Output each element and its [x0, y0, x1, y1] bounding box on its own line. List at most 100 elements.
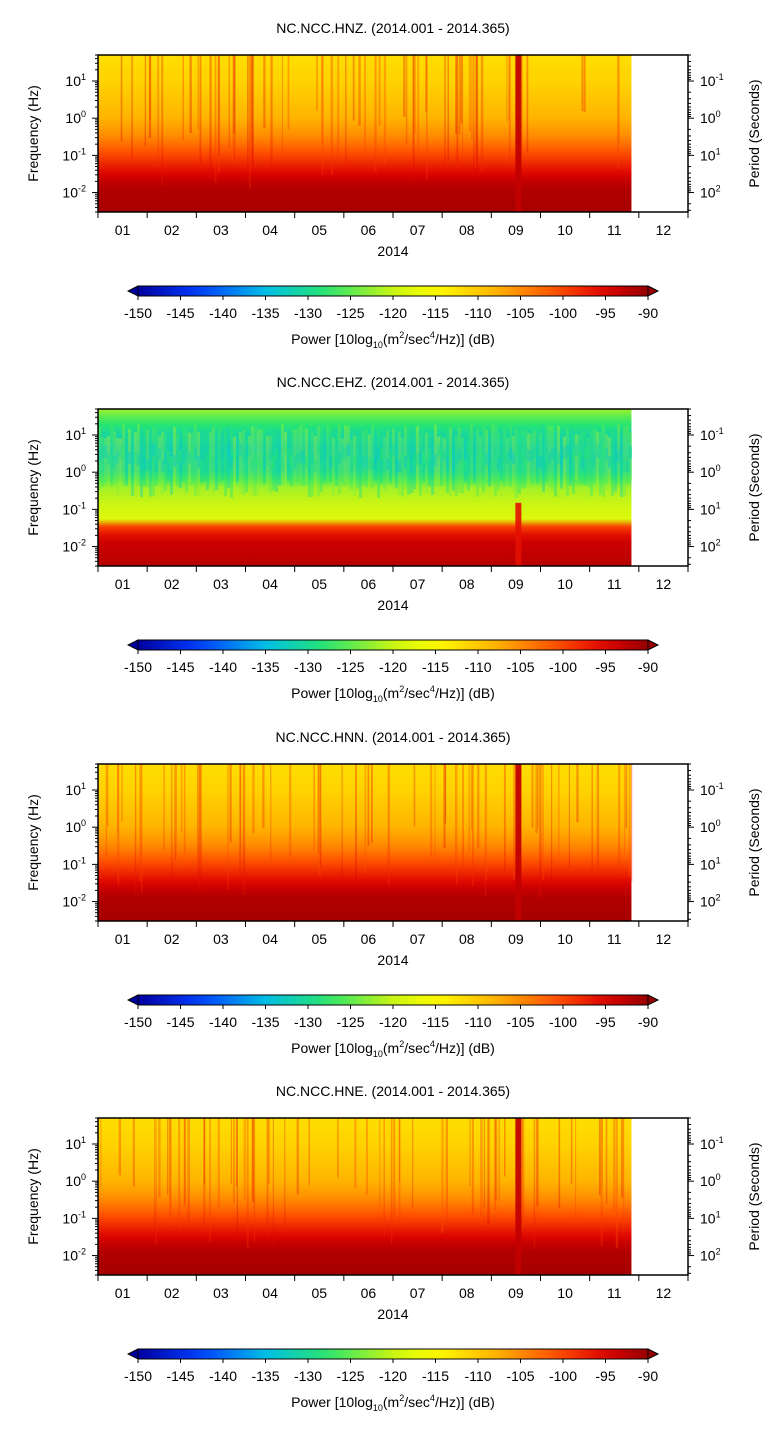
heatmap-texture — [188, 451, 191, 464]
x-tick-label: 08 — [459, 222, 475, 238]
colorbar-tick-label: -125 — [336, 1368, 364, 1384]
heatmap-texture — [467, 429, 470, 491]
tick-base: 10 — [65, 464, 81, 480]
colorbar-tick-label: -150 — [124, 659, 152, 675]
colorbar-label-part: 4 — [430, 1393, 435, 1403]
y2-tick-label: 101 — [700, 855, 721, 872]
heatmap-texture — [398, 1118, 401, 1182]
heatmap-texture — [242, 764, 246, 895]
x-tick-label: 06 — [361, 576, 377, 592]
x-tick-label: 12 — [656, 222, 672, 238]
tick-base: 10 — [62, 185, 78, 201]
spectrogram-heatmap — [98, 1118, 632, 1275]
y2-tick-label: 10-1 — [700, 781, 724, 798]
tick-exponent: -1 — [78, 1209, 86, 1219]
colorbar-tick-label: -140 — [209, 1368, 237, 1384]
colorbar-label-part: /Hz)] (dB) — [435, 685, 495, 701]
heatmap-texture — [413, 764, 416, 827]
heatmap-texture — [230, 454, 233, 467]
heatmap-texture — [248, 445, 251, 458]
colorbar-label-part: 10 — [373, 340, 383, 350]
x-axis: 01 02 03 04 05 06 07 08 09 10 11 12 2014 — [97, 566, 689, 613]
colorbar-label-part: /sec — [404, 1394, 430, 1410]
heatmap-texture — [483, 1118, 485, 1209]
x-tick-label: 01 — [115, 931, 131, 947]
heatmap-texture — [184, 1118, 186, 1204]
tick-base: 10 — [62, 894, 78, 910]
heatmap-texture — [469, 1118, 471, 1187]
heatmap-texture — [251, 1118, 254, 1199]
heatmap-texture — [134, 764, 137, 894]
heatmap-texture — [628, 764, 631, 878]
heatmap-texture — [533, 1118, 536, 1250]
heatmap-texture — [233, 55, 236, 161]
heatmap-texture — [413, 55, 416, 135]
heatmap-texture — [270, 764, 272, 862]
heatmap-texture — [563, 446, 566, 459]
tick-base: 10 — [700, 1210, 716, 1226]
x-tick-label: 01 — [115, 222, 131, 238]
heatmap-texture — [596, 445, 599, 458]
y2-tick-label: 102 — [700, 538, 721, 555]
heatmap-texture — [417, 55, 420, 154]
heatmap-texture — [446, 457, 449, 470]
tick-exponent: -1 — [716, 1135, 724, 1145]
heatmap-texture — [626, 425, 629, 484]
heatmap-texture — [314, 459, 317, 472]
y-tick-label: 100 — [65, 463, 86, 480]
heatmap-texture — [488, 446, 491, 459]
y-axis-label: Frequency (Hz) — [25, 85, 41, 181]
tick-exponent: 1 — [81, 72, 86, 82]
heatmap-texture — [521, 1118, 523, 1230]
heatmap-texture — [101, 446, 104, 459]
colorbar-tick-label: -145 — [166, 659, 194, 675]
heatmap-texture — [576, 764, 579, 823]
colorbar: -150 -145 -140 -135 -130 -125 -120 -115 -110 -105… — [124, 994, 660, 1059]
colorbar-tick-label: -100 — [549, 1014, 577, 1030]
heatmap-texture — [175, 764, 178, 870]
colorbar-label-part: 4 — [430, 684, 435, 694]
colorbar-label-part: /sec — [404, 1040, 430, 1056]
heatmap-texture — [169, 1118, 172, 1230]
tick-exponent: 1 — [81, 781, 86, 791]
heatmap-texture — [139, 764, 142, 882]
heatmap-texture — [371, 424, 374, 489]
heatmap-texture — [497, 458, 500, 471]
heatmap-texture — [293, 456, 296, 469]
heatmap-texture — [522, 1118, 525, 1229]
heatmap-texture — [487, 1118, 490, 1224]
colorbar-tick-label: -90 — [638, 659, 658, 675]
heatmap-texture — [275, 427, 278, 493]
tick-base: 10 — [65, 1136, 81, 1152]
heatmap-texture — [144, 55, 147, 146]
heatmap-texture — [299, 450, 302, 463]
colorbar-tick-label: -125 — [336, 305, 364, 321]
heatmap-texture — [163, 764, 165, 850]
x-tick-label: 07 — [410, 222, 426, 238]
heatmap-texture — [575, 443, 578, 456]
y2-tick-label: 100 — [700, 463, 721, 480]
heatmap-texture — [359, 451, 362, 464]
heatmap-texture — [593, 453, 596, 466]
heatmap-texture — [355, 764, 357, 885]
colorbar-label-part: (m — [383, 331, 399, 347]
x-tick-label: 12 — [656, 1285, 672, 1301]
heatmap-texture — [278, 454, 281, 467]
heatmap-texture — [239, 432, 242, 493]
heatmap-texture — [581, 457, 584, 470]
colorbar-gradient — [137, 285, 649, 297]
colorbar-tick-label: -105 — [506, 305, 534, 321]
heatmap-texture — [251, 55, 254, 168]
heatmap-texture — [425, 55, 428, 180]
x-axis-label: 2014 — [377, 952, 408, 968]
colorbar-label: Power [10log10(m2/sec4/Hz)] (dB) — [291, 1393, 495, 1413]
heatmap-texture — [578, 450, 581, 463]
colorbar-tick-label: -130 — [294, 1014, 322, 1030]
heatmap-texture — [503, 447, 506, 460]
heatmap-texture — [284, 431, 287, 490]
heatmap-texture — [320, 453, 323, 466]
colorbar-tick-label: -95 — [595, 1368, 615, 1384]
heatmap-texture — [191, 443, 194, 456]
